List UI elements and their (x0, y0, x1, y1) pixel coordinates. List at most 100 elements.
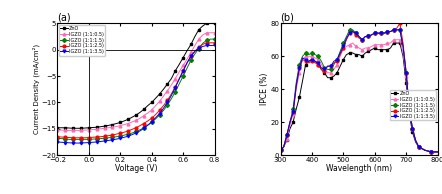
ZnO (161, 88, 166, 90)
IGZO (1:1:0.5) (322, 68, 327, 71)
Line: IGZO (1:1:2.5): IGZO (1:1:2.5) (56, 41, 216, 139)
IGZO (1:1:1.5) (137, 129, 143, 131)
IGZO (1:1:2.5) (204, 42, 210, 44)
IGZO (1:1:0.5) (359, 48, 365, 51)
IGZO (1:1:1.5) (106, 137, 111, 139)
Line: IGZO (1:1:0.5): IGZO (1:1:0.5) (279, 38, 439, 153)
IGZO (1:1:2.5) (192, 50, 198, 52)
IGZO (1:1:3.5) (284, 134, 290, 137)
IGZO (1:1:3.5) (141, 127, 146, 129)
IGZO (1:1:2.5) (375, 32, 381, 34)
Line: IGZO (1:1:3.5): IGZO (1:1:3.5) (279, 29, 439, 153)
ZnO (176, 63, 182, 66)
IGZO (1:1:2.5) (86, 136, 91, 139)
IGZO (1:1:2.5) (366, 35, 371, 38)
IGZO (1:1:2.5) (331, 62, 336, 64)
IGZO (1:1:0.5) (126, 122, 131, 125)
IGZO (1:1:2.5) (369, 34, 374, 36)
IGZO (1:1:1.5) (350, 29, 355, 31)
IGZO (1:1:2.5) (359, 39, 365, 41)
ZnO (90, 126, 95, 129)
ZnO (385, 48, 390, 51)
IGZO (1:1:1.5) (126, 133, 131, 135)
IGZO (1:1:3.5) (435, 151, 440, 153)
IGZO (1:1:1.5) (133, 130, 139, 133)
IGZO (1:1:2.5) (391, 29, 396, 31)
IGZO (1:1:1.5) (118, 135, 123, 137)
ZnO (212, 22, 217, 24)
IGZO (1:1:1.5) (180, 75, 186, 77)
IGZO (1:1:0.5) (423, 149, 428, 151)
IGZO (1:1:0.5) (149, 109, 154, 111)
IGZO (1:1:1.5) (297, 63, 302, 66)
IGZO (1:1:3.5) (335, 58, 340, 61)
IGZO (1:1:2.5) (429, 151, 434, 153)
IGZO (1:1:3.5) (169, 94, 174, 97)
IGZO (1:1:1.5) (196, 48, 202, 50)
IGZO (1:1:2.5) (196, 46, 202, 48)
IGZO (1:1:3.5) (338, 52, 343, 54)
IGZO (1:1:3.5) (82, 142, 88, 144)
IGZO (1:1:3.5) (161, 107, 166, 109)
IGZO (1:1:2.5) (137, 125, 143, 127)
IGZO (1:1:3.5) (331, 60, 336, 62)
IGZO (1:1:3.5) (287, 121, 293, 123)
IGZO (1:1:2.5) (344, 39, 349, 41)
IGZO (1:1:2.5) (169, 93, 174, 95)
IGZO (1:1:1.5) (293, 81, 299, 84)
IGZO (1:1:2.5) (316, 63, 321, 66)
IGZO (1:1:2.5) (338, 53, 343, 56)
IGZO (1:1:2.5) (281, 146, 286, 148)
IGZO (1:1:3.5) (157, 112, 162, 115)
IGZO (1:1:1.5) (344, 35, 349, 38)
IGZO (1:1:2.5) (71, 137, 76, 139)
IGZO (1:1:1.5) (378, 32, 384, 34)
IGZO (1:1:2.5) (312, 62, 318, 64)
IGZO (1:1:3.5) (366, 35, 371, 38)
IGZO (1:1:2.5) (416, 146, 421, 148)
ZnO (407, 113, 412, 115)
IGZO (1:1:3.5) (114, 138, 119, 140)
IGZO (1:1:0.5) (435, 151, 440, 153)
IGZO (1:1:1.5) (188, 59, 194, 61)
Line: IGZO (1:1:1.5): IGZO (1:1:1.5) (279, 29, 439, 153)
IGZO (1:1:1.5) (192, 53, 198, 55)
IGZO (1:1:3.5) (306, 60, 312, 62)
ZnO (71, 127, 76, 129)
IGZO (1:1:0.5) (312, 57, 318, 59)
IGZO (1:1:2.5) (278, 149, 283, 151)
IGZO (1:1:3.5) (102, 140, 107, 142)
ZnO (293, 108, 299, 110)
IGZO (1:1:1.5) (153, 118, 158, 120)
ZnO (366, 50, 371, 52)
IGZO (1:1:0.5) (59, 129, 64, 131)
IGZO (1:1:0.5) (372, 43, 377, 46)
Line: ZnO: ZnO (56, 22, 216, 130)
Text: (b): (b) (281, 12, 294, 23)
IGZO (1:1:3.5) (404, 72, 409, 74)
IGZO (1:1:0.5) (153, 104, 158, 107)
IGZO (1:1:2.5) (397, 22, 403, 24)
IGZO (1:1:0.5) (169, 84, 174, 86)
ZnO (429, 151, 434, 153)
IGZO (1:1:3.5) (122, 136, 127, 139)
ZnO (400, 55, 406, 57)
IGZO (1:1:1.5) (366, 35, 371, 38)
IGZO (1:1:3.5) (67, 142, 72, 144)
ZnO (102, 125, 107, 127)
IGZO (1:1:1.5) (284, 134, 290, 137)
IGZO (1:1:1.5) (388, 30, 393, 33)
IGZO (1:1:3.5) (429, 151, 434, 153)
ZnO (372, 47, 377, 49)
ZnO (344, 53, 349, 56)
Line: IGZO (1:1:2.5): IGZO (1:1:2.5) (279, 22, 439, 153)
IGZO (1:1:0.5) (278, 149, 283, 151)
ZnO (316, 63, 321, 66)
ZnO (325, 76, 330, 79)
IGZO (1:1:1.5) (413, 139, 418, 141)
IGZO (1:1:1.5) (184, 67, 190, 69)
IGZO (1:1:2.5) (157, 109, 162, 112)
ZnO (157, 93, 162, 95)
ZnO (59, 127, 64, 129)
IGZO (1:1:2.5) (335, 60, 340, 62)
